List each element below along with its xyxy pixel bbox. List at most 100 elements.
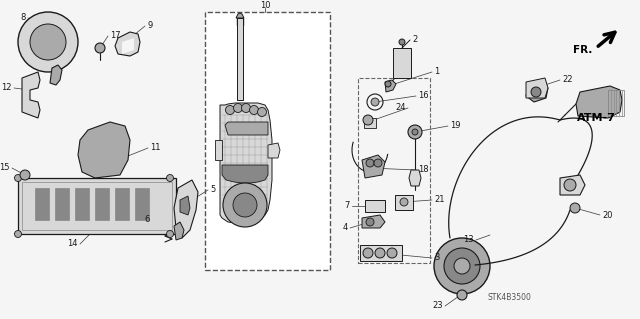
Circle shape	[385, 81, 391, 87]
Text: 3: 3	[434, 254, 440, 263]
Circle shape	[363, 248, 373, 258]
Text: 24: 24	[396, 103, 406, 113]
Bar	[608, 90, 624, 116]
Circle shape	[570, 203, 580, 213]
Text: 2: 2	[412, 35, 417, 44]
Polygon shape	[409, 170, 421, 186]
Circle shape	[233, 193, 257, 217]
Bar	[55, 188, 69, 220]
Circle shape	[366, 159, 374, 167]
Polygon shape	[225, 122, 268, 135]
Circle shape	[20, 170, 30, 180]
Polygon shape	[122, 38, 134, 54]
Bar	[95, 188, 109, 220]
Polygon shape	[237, 18, 243, 100]
Polygon shape	[362, 215, 385, 228]
Text: 10: 10	[260, 1, 270, 10]
Text: 13: 13	[463, 235, 474, 244]
Polygon shape	[22, 72, 40, 118]
Polygon shape	[236, 13, 244, 18]
Polygon shape	[78, 122, 130, 178]
Bar	[18, 178, 176, 234]
Bar	[358, 78, 430, 263]
Bar	[364, 118, 376, 128]
Polygon shape	[174, 222, 184, 240]
Circle shape	[412, 129, 418, 135]
Polygon shape	[362, 155, 385, 178]
Text: 7: 7	[344, 202, 350, 211]
Polygon shape	[560, 175, 585, 195]
Text: 20: 20	[602, 211, 612, 219]
Polygon shape	[576, 86, 622, 118]
Circle shape	[18, 12, 78, 72]
Circle shape	[250, 106, 259, 115]
Bar	[365, 200, 385, 212]
Bar	[135, 188, 149, 220]
Text: 14: 14	[67, 240, 78, 249]
Polygon shape	[180, 196, 190, 215]
Text: 22: 22	[562, 76, 573, 85]
Text: FR.: FR.	[573, 45, 592, 55]
Bar	[360, 245, 402, 261]
Circle shape	[371, 98, 379, 106]
Text: 23: 23	[433, 301, 443, 310]
Circle shape	[564, 179, 576, 191]
Text: 12: 12	[1, 84, 12, 93]
Bar	[75, 188, 89, 220]
Circle shape	[166, 231, 173, 238]
Circle shape	[225, 106, 234, 115]
Polygon shape	[50, 65, 62, 85]
Bar	[35, 188, 49, 220]
Circle shape	[387, 248, 397, 258]
Text: 15: 15	[0, 164, 10, 173]
Polygon shape	[268, 143, 280, 158]
Text: STK4B3500: STK4B3500	[488, 293, 532, 302]
Circle shape	[444, 248, 480, 284]
Bar	[115, 188, 129, 220]
Text: 6: 6	[145, 216, 150, 225]
Circle shape	[408, 125, 422, 139]
Circle shape	[366, 218, 374, 226]
Circle shape	[457, 290, 467, 300]
Polygon shape	[222, 165, 268, 183]
Circle shape	[375, 248, 385, 258]
Circle shape	[454, 258, 470, 274]
Polygon shape	[526, 82, 548, 102]
Circle shape	[30, 24, 66, 60]
Bar	[22, 182, 172, 230]
Polygon shape	[174, 180, 198, 238]
Bar	[393, 48, 411, 78]
Text: 16: 16	[418, 92, 429, 100]
Circle shape	[363, 115, 373, 125]
Polygon shape	[220, 103, 272, 223]
Text: 4: 4	[343, 224, 348, 233]
Text: 11: 11	[150, 144, 161, 152]
Circle shape	[15, 231, 22, 238]
Text: 9: 9	[147, 21, 152, 31]
Circle shape	[531, 87, 541, 97]
Text: 18: 18	[418, 166, 429, 174]
Bar	[205, 12, 330, 270]
Circle shape	[399, 39, 405, 45]
Text: 19: 19	[450, 122, 461, 130]
Circle shape	[15, 174, 22, 182]
Text: ATM-7: ATM-7	[577, 113, 616, 123]
Text: 1: 1	[434, 68, 439, 77]
Circle shape	[434, 238, 490, 294]
Circle shape	[234, 103, 243, 113]
Circle shape	[95, 43, 105, 53]
Polygon shape	[215, 140, 222, 160]
Circle shape	[223, 183, 267, 227]
Polygon shape	[526, 78, 548, 98]
Text: 8: 8	[20, 13, 26, 23]
Polygon shape	[115, 32, 140, 56]
Circle shape	[166, 174, 173, 182]
Text: 5: 5	[210, 186, 215, 195]
Text: 17: 17	[110, 32, 120, 41]
Circle shape	[400, 198, 408, 206]
Bar	[395, 195, 413, 210]
Circle shape	[374, 159, 382, 167]
Text: 21: 21	[434, 196, 445, 204]
Circle shape	[257, 108, 266, 116]
Circle shape	[241, 103, 250, 113]
